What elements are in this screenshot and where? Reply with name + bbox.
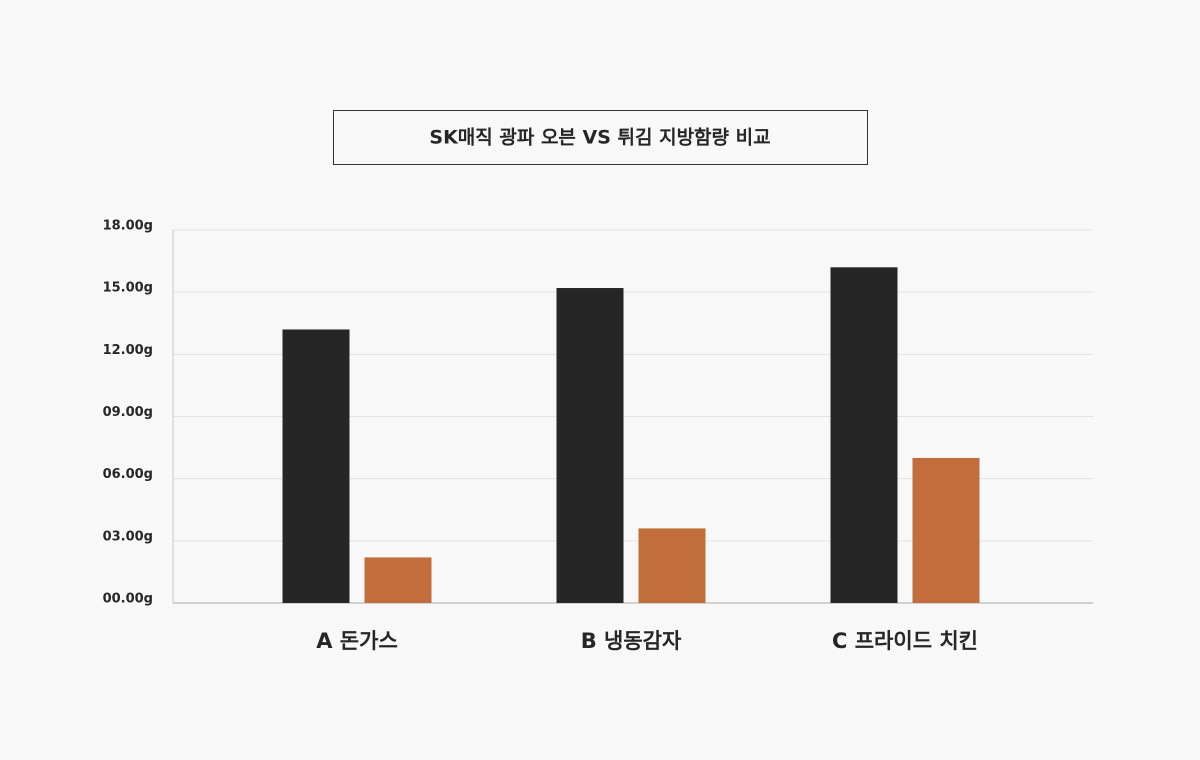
y-tick-label: 00.00g (103, 592, 153, 607)
title-box (333, 110, 868, 165)
y-tick-label: 12.00g (103, 343, 153, 358)
y-tick-label: 15.00g (103, 281, 153, 296)
chart-title: SK매직 광파 오븐 VS 튀김 지방함량 비교 (429, 127, 770, 149)
y-tick-label: 06.00g (103, 467, 153, 482)
bar (556, 288, 624, 603)
bar (638, 528, 706, 603)
bar (830, 267, 898, 603)
bar (282, 329, 350, 603)
x-tick-label: B 냉동감자 (581, 629, 682, 653)
x-tick-label: C 프라이드 치킨 (832, 629, 978, 653)
y-tick-label: 09.00g (103, 405, 153, 420)
x-tick-label: A 돈가스 (316, 629, 398, 653)
y-tick-label: 18.00g (103, 219, 153, 234)
bar (364, 557, 432, 603)
bar (912, 457, 980, 603)
y-tick-label: 03.00g (103, 529, 153, 544)
